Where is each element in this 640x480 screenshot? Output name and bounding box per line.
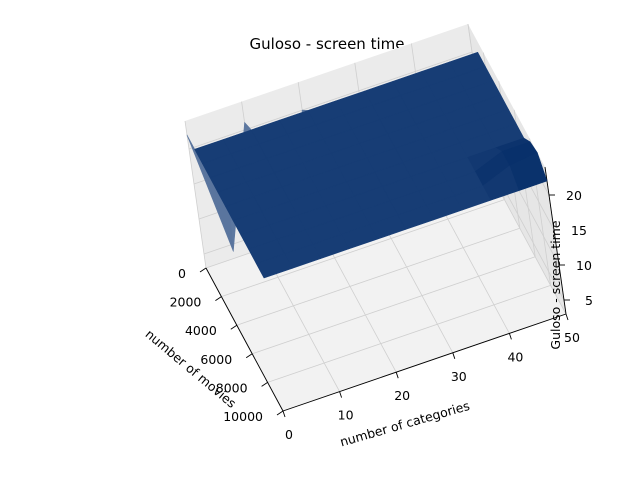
x-tick-label: 2000 [170,295,202,310]
chart-title: Guloso - screen time [250,35,405,53]
x-tick [230,324,238,330]
y-tick-label: 50 [564,330,580,345]
x-axis-label: number of movies [143,326,240,411]
y-tick-label: 10 [338,408,354,423]
x-tick [215,296,222,301]
y-tick-label: 30 [451,369,467,384]
x-tick [261,382,268,387]
gridline-x [252,256,536,355]
tick-labels: 0 2000 4000 6000 8000 10000 0 10 20 30 40 50 5 10 15 20 [170,188,593,442]
y-axis-label: number of categories [338,398,471,449]
gridline-z [188,51,473,150]
y-axis-line [282,313,567,412]
y-tick-label: 0 [285,427,293,442]
x-tick [276,410,284,416]
gridline-x [221,199,505,297]
surface-mesh [186,51,548,279]
z-tick-label: 20 [566,188,582,203]
surface-facet [255,253,293,279]
x-tick-label: 6000 [200,352,232,367]
gridline-x [236,227,520,326]
x-tick [245,353,253,359]
y-tick [452,352,456,359]
x-tick-label: 0 [178,266,186,281]
x-axis-line [205,267,284,412]
x-tick-label: 10000 [223,409,263,424]
z-axis-line [544,166,567,315]
x-tick [199,267,207,273]
y-tick-label: 20 [394,388,410,403]
y-tick [339,391,343,398]
y-tick [282,410,286,418]
z-tick-label: 10 [576,258,592,273]
gridline-x [267,285,551,383]
x-tick-label: 8000 [216,380,248,395]
axis-lines [205,166,567,412]
y-tick-label: 40 [507,349,523,364]
y-tick [395,372,399,379]
y-tick [565,313,569,321]
z-axis-label: Guloso - screen time [548,220,563,349]
x-tick-label: 4000 [185,323,217,338]
gridline-y [184,120,207,269]
pane-floor [206,171,566,411]
tick-marks [199,194,570,418]
y-tick [508,333,512,340]
z-tick-label: 15 [571,223,587,238]
z-tick-label: 5 [585,293,593,308]
